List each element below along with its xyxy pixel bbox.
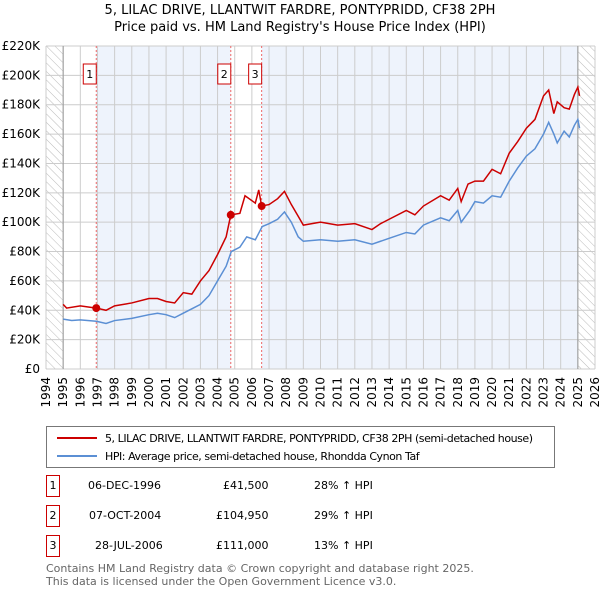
legend-label-property: 5, LILAC DRIVE, LLANTWIT FARDRE, PONTYPR…: [105, 431, 533, 445]
sale-marker-box: [248, 63, 263, 85]
x-tick-label: 1999: [125, 377, 139, 408]
x-tick-label: 2007: [262, 377, 276, 408]
x-tick-label: 1995: [56, 377, 70, 408]
x-tick-label: 2012: [348, 377, 362, 408]
y-tick-label: £60K: [9, 274, 41, 288]
sale-point: [257, 202, 266, 211]
y-tick-label: £220K: [2, 39, 42, 53]
sale-number: 1: [46, 475, 60, 497]
y-tick-label: £200K: [2, 68, 42, 82]
x-tick-label: 2022: [519, 377, 533, 408]
x-tick-label: 2024: [554, 377, 568, 408]
sale-date: 07-OCT-2004: [89, 509, 162, 522]
legend-swatch-hpi: [57, 455, 97, 457]
x-tick-label: 2006: [245, 377, 259, 408]
x-tick-label: 2004: [211, 377, 225, 408]
footer: Contains HM Land Registry data © Crown c…: [46, 562, 474, 588]
sale-hpi: 13% ↑ HPI: [314, 539, 373, 552]
sale-marker-box: [217, 63, 232, 85]
chart-subtitle: Price paid vs. HM Land Registry's House …: [114, 20, 486, 35]
y-tick-label: £100K: [2, 215, 42, 229]
y-tick-label: £80K: [9, 245, 41, 259]
x-tick-label: 2010: [314, 377, 328, 408]
x-tick-label: 2009: [296, 377, 310, 408]
footer-line: Contains HM Land Registry data © Crown c…: [46, 562, 474, 575]
sale-price: £104,950: [216, 509, 269, 522]
x-tick-label: 2025: [571, 377, 585, 408]
sale-row: 3 28-JUL-2006 £111,000 13% ↑ HPI: [46, 535, 446, 557]
sale-point: [92, 304, 101, 313]
x-tick-label: 2014: [382, 377, 396, 408]
shade-region: [261, 46, 578, 369]
x-tick-label: 2023: [537, 377, 551, 408]
x-tick-label: 2018: [451, 377, 465, 408]
x-tick-label: 1997: [90, 377, 104, 408]
x-tick-label: 2008: [279, 377, 293, 408]
x-tick-label: 2015: [399, 377, 413, 408]
footer-line: This data is licensed under the Open Gov…: [46, 575, 397, 588]
y-tick-label: £120K: [2, 186, 42, 200]
sale-marker-box: [82, 63, 97, 85]
x-tick-label: 1998: [108, 377, 122, 408]
sale-date: 06-DEC-1996: [88, 479, 162, 492]
legend: 5, LILAC DRIVE, LLANTWIT FARDRE, PONTYPR…: [46, 426, 555, 468]
sale-marker-label: 3: [252, 68, 259, 81]
x-tick-label: 2016: [416, 377, 430, 408]
x-tick-label: 2020: [485, 377, 499, 408]
legend-label-hpi: HPI: Average price, semi-detached house,…: [105, 449, 420, 463]
y-tick-label: £40K: [9, 303, 41, 317]
hpi-line: [63, 117, 581, 325]
x-tick-label: 2002: [176, 377, 190, 408]
price-line: [62, 84, 581, 312]
sale-marker-label: 1: [86, 68, 93, 81]
x-tick-label: 2019: [468, 377, 482, 408]
x-tick-label: 1994: [39, 377, 53, 408]
sale-marker-label: 2: [221, 68, 228, 81]
y-tick-label: £0: [25, 362, 40, 376]
shade-region: [96, 46, 231, 369]
sale-date: 28-JUL-2006: [95, 539, 163, 552]
y-tick-label: £160K: [2, 127, 42, 141]
sale-row: 2 07-OCT-2004 £104,950 29% ↑ HPI: [46, 505, 446, 527]
sale-price: £41,500: [223, 479, 269, 492]
y-tick-label: £20K: [9, 333, 41, 347]
hatch-region: [46, 46, 64, 369]
x-tick-label: 2026: [588, 377, 600, 408]
x-tick-label: 2003: [193, 377, 207, 408]
sale-hpi: 29% ↑ HPI: [314, 509, 373, 522]
sale-row: 1 06-DEC-1996 £41,500 28% ↑ HPI: [46, 475, 446, 497]
x-tick-label: 2021: [502, 377, 516, 408]
x-tick-label: 2001: [159, 377, 173, 408]
sale-hpi: 28% ↑ HPI: [314, 479, 373, 492]
x-tick-label: 2017: [434, 377, 448, 408]
x-tick-label: 2000: [142, 377, 156, 408]
y-tick-label: £140K: [2, 156, 42, 170]
y-tick-label: £180K: [2, 98, 42, 112]
x-tick-label: 2013: [365, 377, 379, 408]
x-tick-label: 1996: [73, 377, 87, 408]
x-tick-label: 2011: [331, 377, 345, 408]
sale-point: [226, 210, 235, 219]
x-tick-label: 2005: [228, 377, 242, 408]
hatch-region: [577, 46, 595, 369]
sale-number: 3: [46, 535, 60, 557]
chart-title: 5, LILAC DRIVE, LLANTWIT FARDRE, PONTYPR…: [104, 3, 496, 18]
legend-swatch-property: [57, 437, 97, 439]
sale-price: £111,000: [216, 539, 269, 552]
sale-number: 2: [46, 505, 60, 527]
chart: 1994 1995 1996 1997 1998 1999 2000 2001 2002 2003…: [2, 39, 600, 408]
